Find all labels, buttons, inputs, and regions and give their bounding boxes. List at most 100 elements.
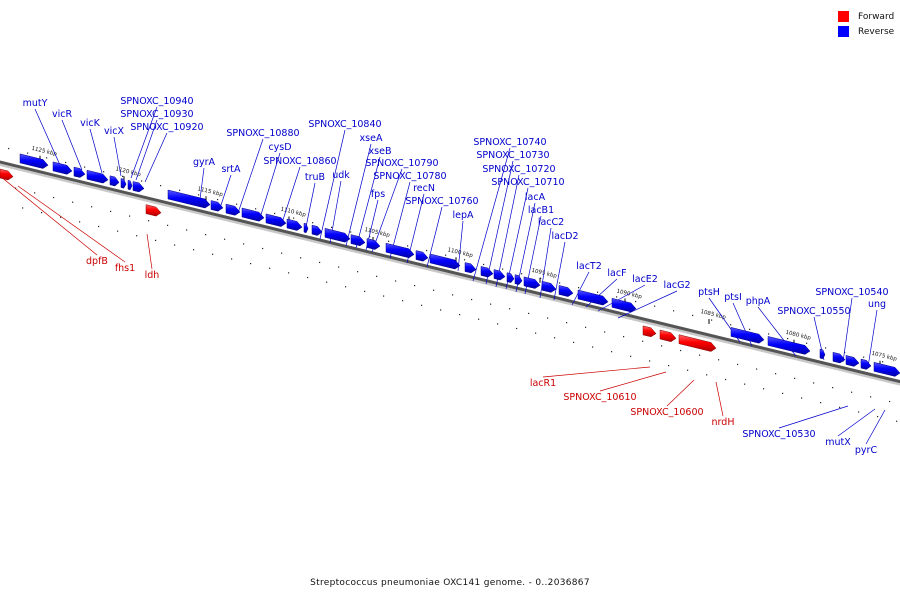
gene-label-SPNOXC_10720: SPNOXC_10720 <box>482 164 555 175</box>
track-dot <box>471 298 473 301</box>
track-dot <box>668 364 670 367</box>
track-dot <box>635 300 637 303</box>
track-dot <box>255 208 257 210</box>
track-dot <box>559 282 561 284</box>
track-dot <box>402 300 404 302</box>
forward-gene-arrow <box>659 329 677 342</box>
leader-line <box>34 108 61 166</box>
track-dot <box>801 397 803 399</box>
track-dot <box>616 296 618 298</box>
track-dot <box>212 253 214 255</box>
track-dot <box>72 201 74 203</box>
gene-label-vicK: vicK <box>80 118 100 129</box>
track-dot <box>53 196 55 199</box>
gene-label-SPNOXC_10940: SPNOXC_10940 <box>120 96 193 107</box>
track-dot <box>566 322 568 324</box>
track-dot <box>452 294 454 296</box>
track-dot <box>350 231 352 233</box>
leader-line <box>319 129 346 240</box>
gene-label-SPNOXC_10790: SPNOXC_10790 <box>365 158 438 169</box>
track-dot <box>98 225 100 228</box>
leader-line <box>553 241 566 301</box>
track-dot <box>699 354 701 356</box>
leader-line <box>113 136 122 177</box>
track-dot <box>224 238 226 240</box>
leader-line <box>837 408 876 437</box>
gene-label-srtA: srtA <box>221 164 241 175</box>
leader-line <box>304 182 316 233</box>
leader-line <box>355 156 381 249</box>
scale-tick-label: 1120 kbp <box>115 166 142 178</box>
track-dot <box>421 304 423 306</box>
track-dot <box>661 345 663 347</box>
track-dot <box>312 222 314 224</box>
track-dot <box>205 234 207 236</box>
gene-label-fhs1: fhs1 <box>115 263 135 274</box>
track-dot <box>41 212 43 214</box>
track-dot <box>426 249 428 252</box>
gene-label-SPNOXC_10860: SPNOXC_10860 <box>263 156 336 167</box>
track-dot <box>167 224 169 226</box>
track-dot <box>193 249 195 251</box>
leader-line <box>89 128 103 174</box>
gene-label-lacB1: lacB1 <box>528 205 554 216</box>
track-dot <box>547 317 549 319</box>
track-dot <box>889 400 891 403</box>
reverse-gene-arrow <box>873 361 900 377</box>
leader-line <box>778 405 849 429</box>
gene-label-lacE2: lacE2 <box>632 274 658 285</box>
reverse-gene-arrow <box>265 213 287 227</box>
track-dot <box>433 289 435 291</box>
forward-swatch <box>838 11 849 22</box>
track-dot <box>414 285 416 287</box>
genome-caption: Streptococcus pneumoniae OXC141 genome. … <box>310 578 590 588</box>
reverse-gene-arrow <box>429 253 461 270</box>
track-dot <box>535 332 537 334</box>
track-dot <box>877 415 879 418</box>
track-dot <box>483 263 485 266</box>
track-dot <box>775 373 777 375</box>
legend-reverse-label: Reverse <box>858 26 895 37</box>
scale-tick-label: 1085 kbp <box>700 309 727 321</box>
track-dot <box>813 382 815 384</box>
track-dot <box>692 314 694 317</box>
leader-line <box>865 409 886 445</box>
leader-line <box>842 297 853 363</box>
gene-label-lacG2: lacG2 <box>663 280 690 291</box>
track-dot <box>782 392 784 395</box>
leader-line <box>599 371 667 392</box>
forward-gene-arrow <box>678 334 717 352</box>
leader-line <box>542 366 651 378</box>
track-dot <box>269 267 271 269</box>
track-dot <box>388 240 390 242</box>
reverse-gene-arrow <box>73 166 86 178</box>
gene-label-lacA: lacA <box>525 192 546 203</box>
gene-label-mutY: mutY <box>23 98 48 109</box>
track-dot <box>820 402 822 404</box>
track-dot <box>744 383 746 385</box>
track-dot <box>34 192 36 194</box>
reverse-gene-arrow <box>385 242 415 259</box>
track-dot <box>91 206 93 208</box>
leader-line <box>199 167 205 200</box>
track-dot <box>787 338 789 340</box>
reverse-gene-arrow <box>19 153 49 169</box>
gene-label-ptsI: ptsI <box>724 292 742 303</box>
track-dot <box>274 212 276 215</box>
track-dot <box>502 268 504 270</box>
track-dot <box>497 323 499 325</box>
leader-line <box>457 220 464 272</box>
gene-label-dpfB: dpfB <box>86 256 108 267</box>
track-dot <box>250 263 252 265</box>
track-dot <box>490 303 492 305</box>
leader-line <box>597 284 646 312</box>
leader-line <box>281 166 301 224</box>
leader-line <box>219 174 232 209</box>
leader-line <box>495 174 520 288</box>
leader-line <box>666 379 695 407</box>
track-dot <box>319 261 321 264</box>
track-dot <box>383 295 385 297</box>
track-dot <box>528 312 530 315</box>
track-dot <box>236 203 238 205</box>
reverse-gene-arrow <box>860 358 872 370</box>
